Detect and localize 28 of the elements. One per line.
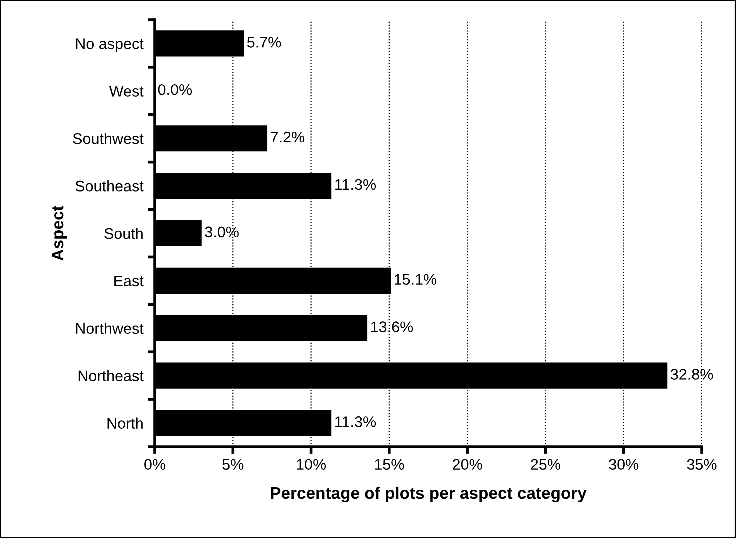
data-label: 0.0% xyxy=(158,84,192,96)
y-tick-label: Southwest xyxy=(73,133,144,144)
y-tick-label: South xyxy=(104,228,143,240)
y-tick-label: Southeast xyxy=(76,180,144,192)
y-tick-label: Northwest xyxy=(76,322,144,334)
data-label: 13.6% xyxy=(371,322,414,332)
x-tick-label: 5% xyxy=(222,459,244,470)
y-tick-label: North xyxy=(108,418,143,429)
data-label: 3.0% xyxy=(205,226,239,238)
data-label: 15.1% xyxy=(394,274,437,286)
x-tick-label: 25% xyxy=(531,459,560,470)
data-label: 5.7% xyxy=(247,37,282,48)
y-tick-label: No aspect xyxy=(76,38,144,52)
y-tick-label: West xyxy=(109,86,144,97)
x-tick-label: 20% xyxy=(453,459,482,470)
x-tick-label: 15% xyxy=(375,459,404,470)
data-label: 11.3% xyxy=(336,416,376,428)
x-tick-label: 10% xyxy=(297,459,326,470)
data-label: 32.8% xyxy=(670,369,714,380)
x-tick-label: 0% xyxy=(144,459,166,470)
x-tick-label: 35% xyxy=(687,459,717,470)
y-axis-title: Aspect xyxy=(52,206,67,261)
data-label: 7.2% xyxy=(271,132,305,143)
y-tick-label: East xyxy=(114,276,144,287)
data-label: 11.3% xyxy=(336,179,376,190)
y-tick-label: Northeast xyxy=(78,370,144,382)
x-tick-label: 30% xyxy=(609,459,639,470)
x-axis-title: Percentage of plots per aspect category xyxy=(271,486,587,503)
